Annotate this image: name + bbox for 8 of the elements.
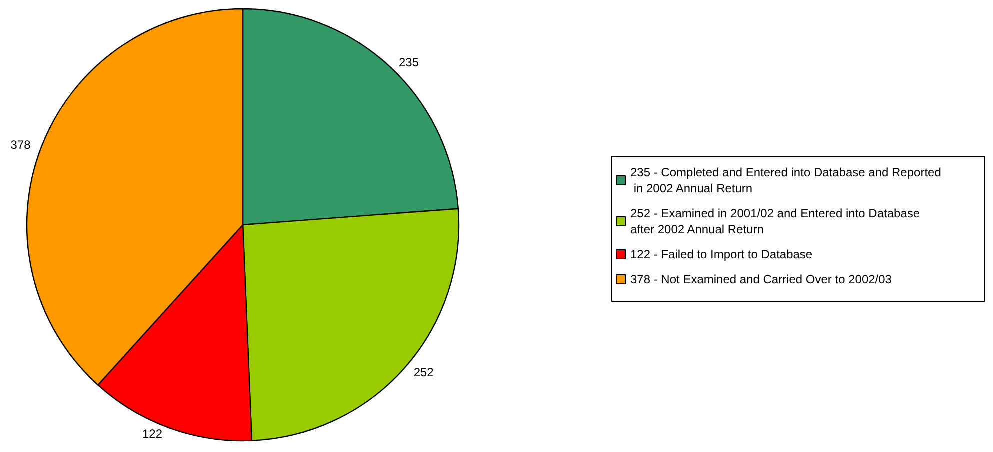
data-label: 235	[399, 55, 420, 70]
data-label: 378	[10, 138, 32, 152]
legend-label: 235 - Completed and Entered into Database and Reported in 2002 Annual Return	[630, 166, 942, 196]
legend-label: 122 - Failed to Import to Database	[630, 248, 813, 262]
legend-label: 378 - Not Examined and Carried Over to 2002/03	[630, 272, 892, 286]
legend-label: 252 - Examined in 2001/02 and Entered into Database after 2002 Annual Return	[630, 206, 924, 236]
data-label: 252	[414, 366, 434, 380]
data-label: 122	[142, 426, 163, 441]
